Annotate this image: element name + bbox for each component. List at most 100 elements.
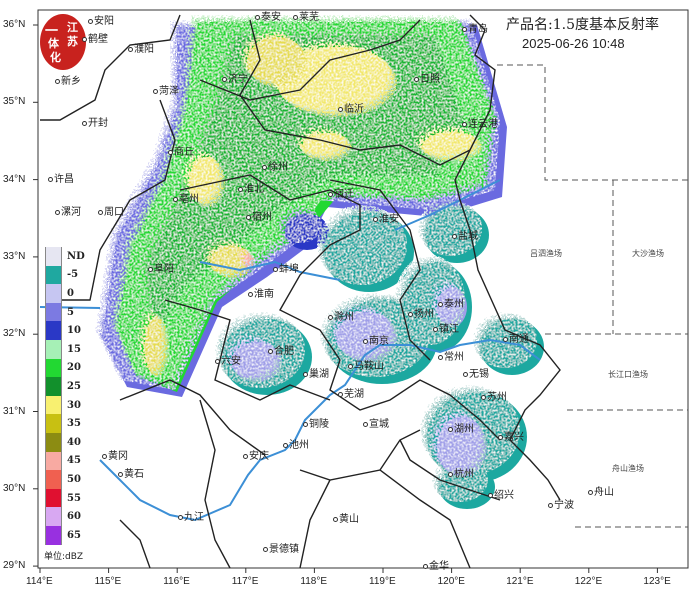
city-label: 濮阳 [128,44,154,56]
legend-item: 0 [45,284,105,303]
legend-label: 35 [67,418,81,430]
legend-label: 60 [67,511,81,523]
city-label: 临沂 [338,104,364,116]
legend-swatch [45,339,62,359]
legend-item: -5 [45,265,105,285]
timestamp: 2025-06-26 10:48 [522,36,625,51]
city-label: 安庆 [243,451,269,463]
legend-item: 15 [45,339,105,359]
city-label: 阜阳 [148,264,174,276]
city-label: 黄山 [333,514,359,526]
legend-item: 30 [45,395,105,415]
lon-tick-label: 120°E [437,576,465,587]
city-label: 合肥 [268,346,294,358]
city-label: 南京 [363,336,389,348]
lat-tick-label: 30°N [3,482,26,494]
city-label: 宿迁 [328,189,354,201]
lat-tick-label: 33°N [3,250,26,262]
legend-swatch [45,432,62,452]
city-label: 周口 [98,207,124,219]
city-label: 漯河 [55,207,81,219]
city-label: 嘉兴 [498,432,524,444]
lat-tick-label: 34°N [3,173,26,185]
city-label: 绍兴 [488,490,514,502]
product-title: 产品名:1.5度基本反射率 [506,17,659,33]
city-label: 开封 [82,118,108,130]
city-label: 许昌 [48,174,74,186]
city-label: 淮北 [238,184,264,196]
lon-tick-label: 116°E [163,576,190,587]
city-label: 巢湖 [303,369,329,381]
city-label: 马鞍山 [348,361,384,373]
legend-swatch [45,247,62,266]
legend-unit: 单位:dBZ [44,552,84,562]
legend-swatch [45,395,62,415]
fishing-area-label: 长江口渔场 [608,370,648,379]
lat-tick-label: 29°N [3,560,26,572]
legend-swatch [45,265,62,285]
legend-label: -5 [67,269,79,281]
lon-tick-label: 115°E [94,576,122,587]
city-label: 杭州 [448,469,474,481]
legend-item: 55 [45,488,105,508]
city-label: 六安 [215,356,241,368]
legend-item: 10 [45,321,105,340]
legend-item: 60 [45,507,105,526]
legend-label: 65 [67,529,81,541]
city-label: 济宁 [222,74,248,86]
city-label: 苏州 [481,392,507,404]
city-label: 宿州 [246,212,272,224]
city-label: 滁州 [328,312,354,324]
legend-swatch [45,377,62,396]
city-label: 盐城 [452,231,478,243]
legend-swatch [45,507,62,526]
legend-swatch [45,321,62,340]
legend-item: ND [45,247,105,266]
city-label: 舟山 [588,487,614,499]
legend-label: 20 [67,362,81,374]
legend-label: 10 [67,325,81,337]
city-label: 鹤壁 [82,34,108,46]
city-label: 宣城 [363,419,389,431]
legend-item: 25 [45,377,105,396]
legend-swatch [45,525,62,545]
city-label: 九江 [178,512,204,524]
lon-tick-label: 122°E [574,576,603,587]
legend-label: 0 [67,287,74,299]
city-label: 莱芜 [293,12,319,24]
city-label: 青岛 [462,24,488,36]
legend-swatch [45,414,62,433]
axis-ticks [33,24,658,573]
legend-label: 25 [67,380,81,392]
lon-tick-label: 117°E [231,576,259,587]
lon-tick-label: 119°E [369,576,396,587]
city-label: 淮安 [373,214,399,226]
legend-label: 45 [67,455,81,467]
city-label: 芜湖 [338,389,364,401]
city-label: 徐州 [262,162,288,174]
legend-label: ND [67,250,85,262]
legend-item: 20 [45,358,105,378]
lat-tick-label: 36°N [3,19,26,30]
city-label: 淮南 [248,289,274,301]
city-label: 景德镇 [263,544,299,556]
city-label: 常州 [438,352,464,364]
city-label: 黄冈 [102,451,128,463]
lat-tick-label: 32°N [3,328,26,340]
fishing-zone-lines [497,64,688,528]
city-label: 泰安 [255,12,281,24]
province-borders [40,14,561,569]
legend-label: 30 [67,399,81,411]
city-label: 无锡 [463,369,489,381]
legend: ND -5 0 5 10 15 20 25 30 35 40 45 50 55 60 65 [45,247,105,545]
fishing-area-label: 舟山渔场 [612,464,644,473]
legend-item: 5 [45,302,105,322]
legend-label: 5 [67,306,74,318]
city-label: 宁波 [548,500,574,512]
legend-swatch [45,358,62,378]
city-label: 泰州 [438,299,464,311]
legend-swatch [45,284,62,303]
lon-tick-label: 121°E [506,576,534,587]
legend-swatch [45,488,62,508]
